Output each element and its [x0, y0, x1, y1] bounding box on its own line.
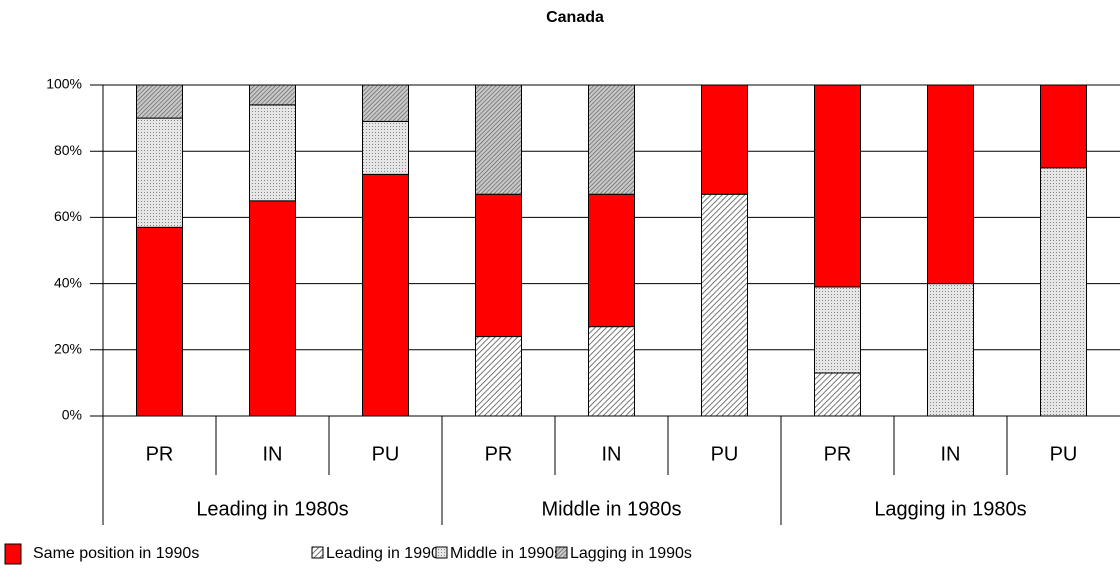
bar-segment [475, 84, 522, 195]
bar-segment [588, 193, 635, 328]
x-tick-label: IN [263, 443, 283, 465]
y-tick-label: 80% [54, 142, 82, 158]
x-tick-label: PU [1050, 443, 1078, 465]
x-tick-label: PU [372, 443, 400, 465]
bar-segment [814, 286, 861, 374]
bar-segment [1040, 167, 1087, 417]
bar-segment [362, 173, 409, 417]
bar-segment [701, 193, 748, 417]
x-tick-label: PU [711, 443, 739, 465]
x-tick-label: PR [824, 443, 852, 465]
bar-segment [588, 84, 635, 195]
bar-segment [927, 283, 974, 417]
chart-title: Canada [546, 9, 604, 26]
legend-label: Same position in 1990s [33, 545, 199, 562]
bar-segment [136, 226, 183, 417]
bar-segment [814, 84, 861, 288]
y-tick-label: 40% [54, 274, 82, 290]
bar-segment [249, 200, 296, 417]
y-tick-label: 100% [46, 76, 82, 92]
x-tick-label: PR [485, 443, 513, 465]
bar-segment [588, 326, 635, 417]
legend-label: Lagging in 1990s [570, 545, 692, 562]
group-label: Middle in 1980s [541, 498, 681, 520]
bar-segment [362, 120, 409, 175]
bar-segment [249, 104, 296, 202]
bar-segment [136, 84, 183, 119]
bar-segment [475, 193, 522, 338]
bar-segment [814, 372, 861, 417]
legend-label: Leading in 1990s [326, 545, 448, 562]
y-tick-label: 60% [54, 208, 82, 224]
legend-swatch [435, 546, 448, 559]
y-tick-label: 20% [54, 341, 82, 357]
bar-segment [927, 84, 974, 285]
y-tick-label: 0% [62, 407, 82, 423]
x-tick-label: IN [941, 443, 961, 465]
group-label: Leading in 1980s [196, 498, 348, 520]
legend-swatch [4, 543, 22, 565]
group-label: Lagging in 1980s [874, 498, 1026, 520]
bar-segment [701, 84, 748, 195]
bar-segment [362, 84, 409, 122]
bar-segment [136, 117, 183, 228]
legend-label: Middle in 1990s [450, 545, 562, 562]
x-tick-label: IN [602, 443, 622, 465]
bar-segment [1040, 84, 1087, 169]
bar-segment [475, 336, 522, 417]
bar-segment [249, 84, 296, 106]
legend-swatch [555, 546, 568, 559]
x-tick-label: PR [146, 443, 174, 465]
legend-swatch [311, 546, 324, 559]
